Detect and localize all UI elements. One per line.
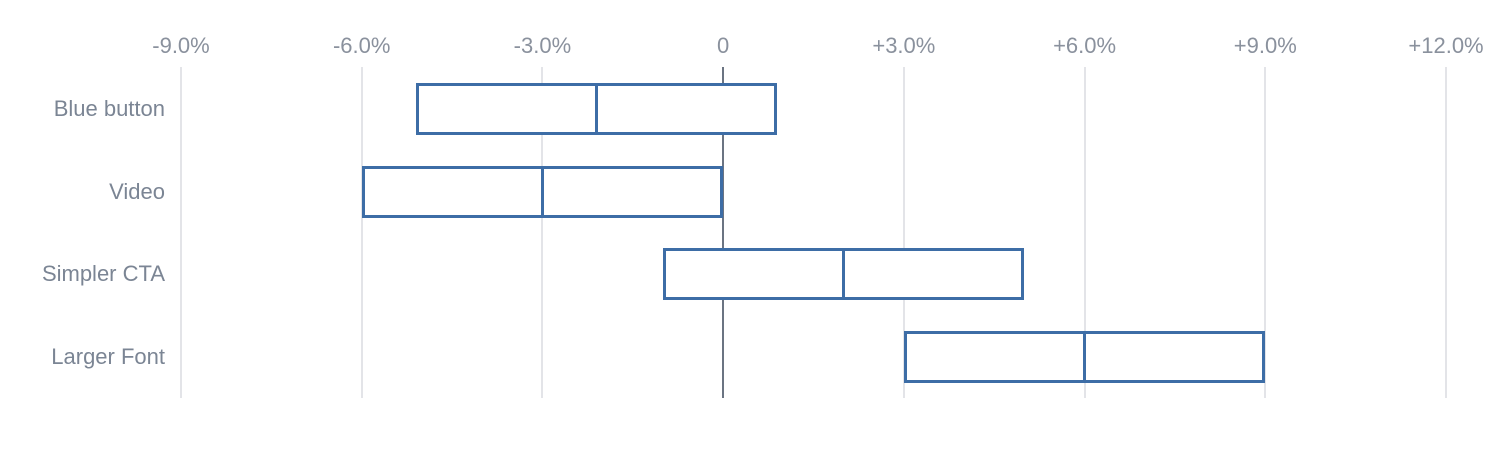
category-label: Larger Font xyxy=(51,343,165,369)
range-bar-midline xyxy=(595,86,599,132)
category-label: Video xyxy=(109,178,165,204)
axis-tick-label: -3.0% xyxy=(513,33,572,58)
grid-line xyxy=(1083,67,1086,398)
grid-line xyxy=(902,67,905,398)
grid-line xyxy=(180,67,182,398)
axis-tick-label: -6.0% xyxy=(332,33,391,58)
range-bar xyxy=(662,248,1025,300)
zero-axis-line xyxy=(722,67,725,398)
axis-tick-label: +6.0% xyxy=(1053,33,1117,58)
axis-tick-label: 0 xyxy=(717,33,730,58)
axis-tick-label: -9.0% xyxy=(152,33,210,58)
range-bar xyxy=(415,83,778,135)
grid-line xyxy=(360,67,363,398)
range-bar xyxy=(903,330,1266,383)
axis-tick-label: +12.0% xyxy=(1408,33,1484,58)
category-label: Simpler CTA xyxy=(41,261,165,286)
axis-tick-label: +3.0% xyxy=(872,33,936,58)
category-label: Blue button xyxy=(53,96,165,121)
axis-tick-label: +9.0% xyxy=(1233,33,1297,58)
range-bar xyxy=(361,165,724,218)
grid-line xyxy=(541,67,544,398)
grid-line xyxy=(1445,67,1447,398)
range-bar-midline xyxy=(842,251,846,297)
grid-line xyxy=(1264,67,1267,398)
range-bar-midline xyxy=(1083,333,1087,380)
range-bar-midline xyxy=(540,168,544,215)
